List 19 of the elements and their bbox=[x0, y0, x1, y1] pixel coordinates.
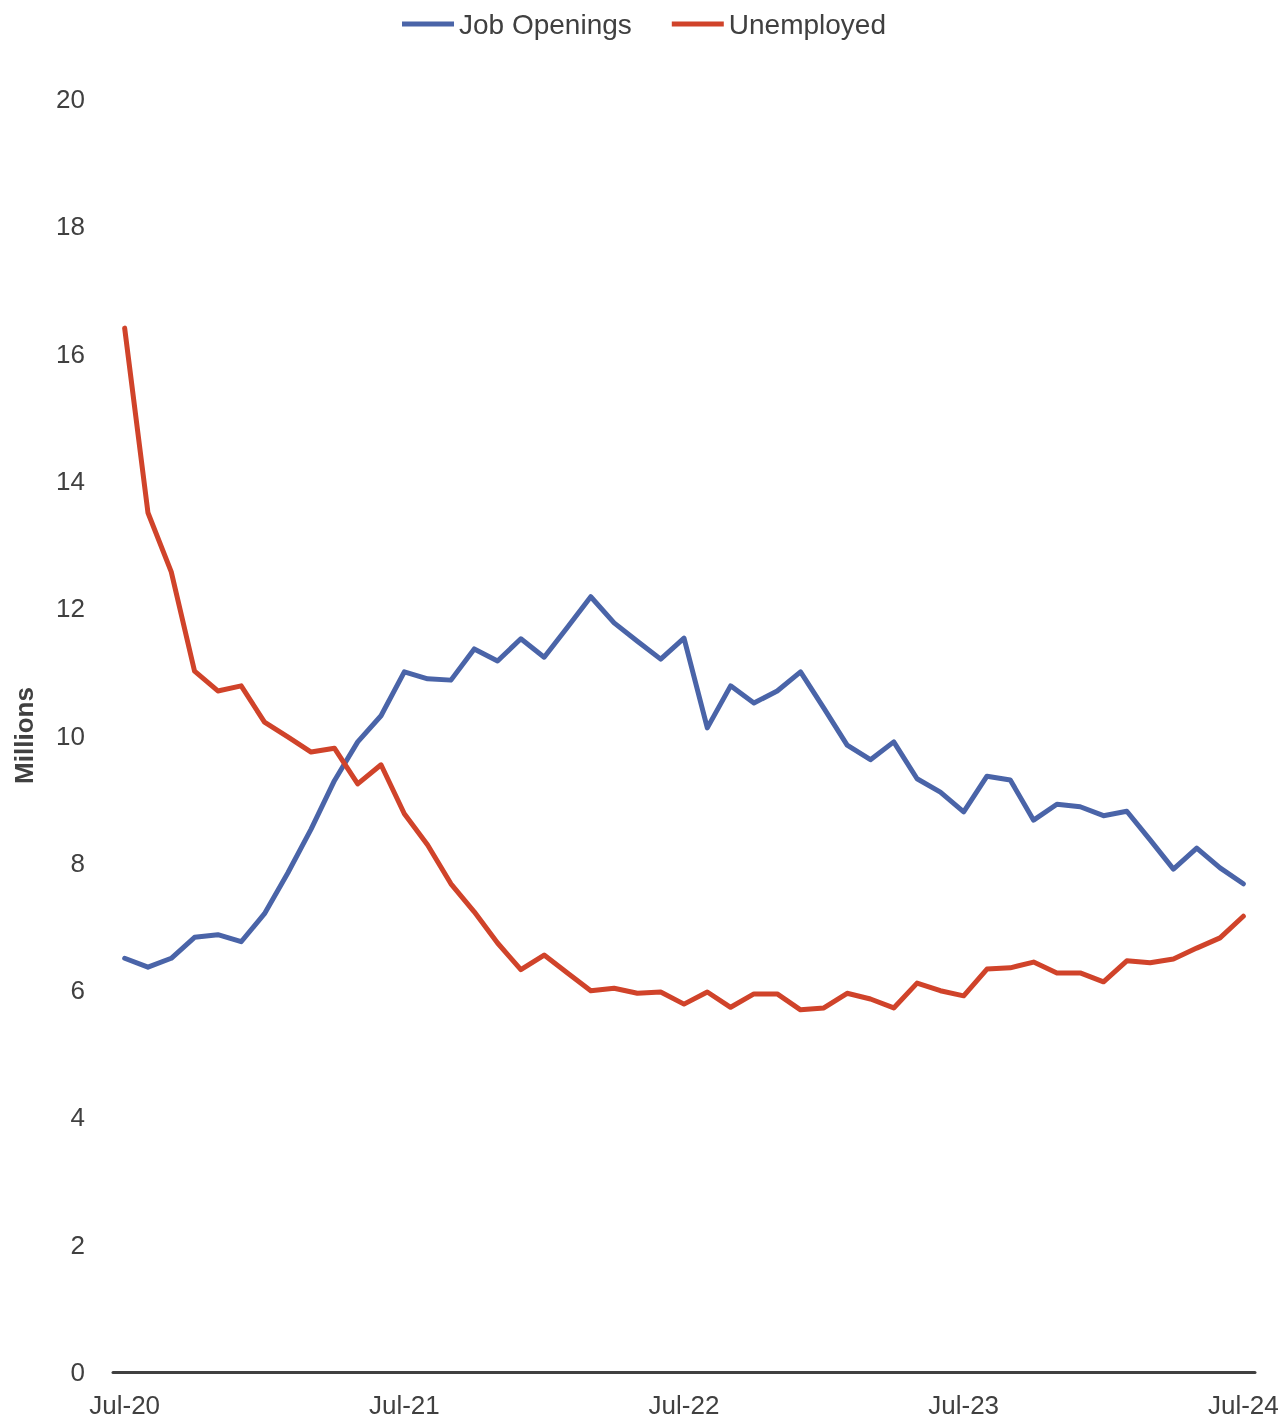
y-tick-label: 18 bbox=[56, 211, 85, 242]
x-tick-label: Jul-24 bbox=[1207, 1390, 1279, 1420]
y-tick-label: 8 bbox=[70, 847, 85, 878]
x-tick-label: Jul-21 bbox=[368, 1390, 440, 1420]
y-tick-label: 2 bbox=[70, 1229, 85, 1260]
x-tick-label: Jul-22 bbox=[648, 1390, 720, 1420]
x-tick-label: Jul-23 bbox=[928, 1390, 1000, 1420]
y-tick-label: 16 bbox=[56, 338, 85, 369]
y-tick-label: 20 bbox=[56, 84, 85, 114]
y-tick-label: 10 bbox=[56, 720, 85, 751]
y-axis-title: Millions bbox=[9, 687, 39, 784]
y-tick-label: 0 bbox=[70, 1357, 85, 1387]
y-tick-label: 6 bbox=[70, 975, 85, 1006]
y-tick-label: 14 bbox=[56, 465, 85, 496]
legend-label: Job Openings bbox=[459, 8, 632, 40]
legend-label: Unemployed bbox=[728, 8, 886, 40]
y-tick-label: 12 bbox=[56, 593, 85, 624]
x-tick-label: Jul-20 bbox=[89, 1390, 161, 1420]
y-tick-label: 4 bbox=[70, 1102, 85, 1133]
